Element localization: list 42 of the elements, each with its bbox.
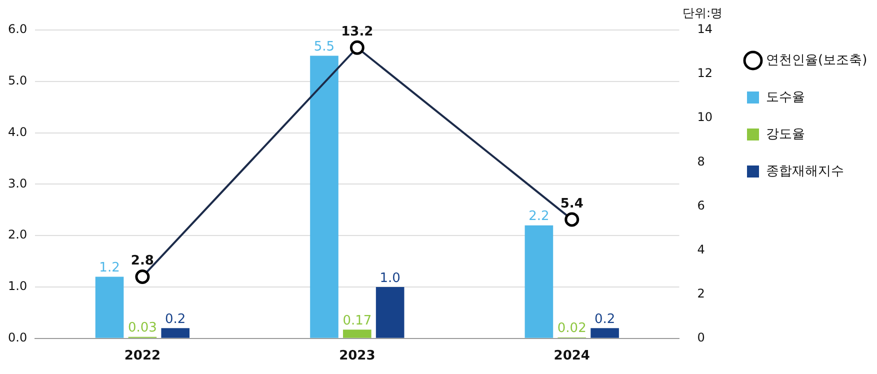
- bar: [161, 328, 190, 338]
- data-label: 13.2: [341, 24, 374, 40]
- y2-tick-label: 4: [697, 242, 705, 256]
- y2-tick-label: 8: [697, 154, 705, 168]
- y2-tick-label: 10: [697, 110, 713, 124]
- y-tick-label: 0.0: [8, 330, 28, 345]
- data-label: 5.5: [314, 40, 335, 55]
- data-label: 1.0: [380, 270, 400, 286]
- bar: [310, 56, 338, 338]
- y2-tick-label: 0: [697, 330, 705, 345]
- bar: [376, 287, 404, 338]
- bar: [590, 328, 619, 338]
- y-tick-label: 1.0: [8, 279, 28, 294]
- legend-label: 도수율: [766, 90, 805, 105]
- y2-tick-label: 14: [697, 22, 713, 36]
- data-label: 0.03: [128, 320, 157, 336]
- data-label: 1.2: [99, 260, 120, 276]
- y-tick-label: 4.0: [8, 124, 28, 139]
- data-label: 0.17: [342, 314, 372, 329]
- x-tick-label: 2022: [124, 348, 161, 364]
- legend-label: 강도율: [766, 126, 805, 142]
- y2-axis-title: 단위:명: [682, 6, 722, 20]
- y-tick-label: 2.0: [8, 228, 28, 242]
- x-tick-label: 2024: [554, 348, 590, 364]
- y2-tick-label: 2: [697, 286, 705, 300]
- legend-label: 연천인율(보조축): [766, 52, 868, 68]
- data-label: 2.8: [130, 254, 154, 269]
- data-label: 5.4: [560, 196, 584, 212]
- data-label: 2.2: [528, 209, 550, 224]
- bar: [343, 330, 372, 338]
- bar: [95, 276, 124, 338]
- data-label: 0.2: [594, 312, 616, 327]
- data-label: 0.2: [165, 312, 186, 327]
- y-tick-label: 3.0: [8, 176, 28, 190]
- y-tick-label: 5.0: [8, 74, 28, 88]
- y2-tick-label: 6: [697, 198, 705, 212]
- bar: [524, 225, 554, 338]
- y2-tick-label: 12: [697, 66, 713, 80]
- data-label: 0.02: [557, 321, 586, 336]
- x-tick-label: 2023: [339, 348, 376, 364]
- y-tick-label: 6.0: [8, 22, 28, 36]
- legend-label: 종합재해지수: [766, 164, 844, 179]
